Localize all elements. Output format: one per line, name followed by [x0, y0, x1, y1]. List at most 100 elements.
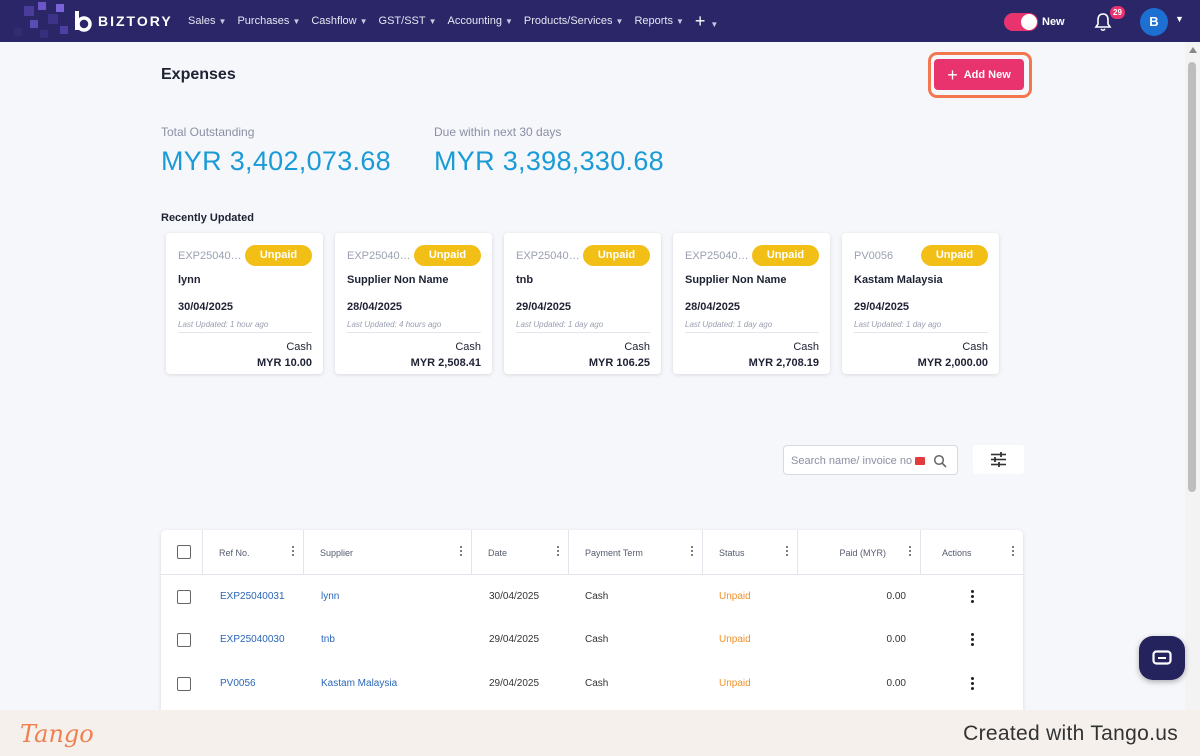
card-ref: EXP25040031 [178, 250, 244, 262]
nav-purchases[interactable]: Purchases ▼ [237, 15, 301, 27]
table-row[interactable]: EXP25040030 tnb 29/04/2025 Cash Unpaid 0… [161, 618, 1023, 662]
brand-logo[interactable]: BIZTORY [72, 9, 173, 33]
recent-card[interactable]: EXP25040030 Unpaid Supplier Non Name 28/… [335, 233, 492, 374]
new-ui-toggle[interactable] [1004, 13, 1038, 31]
card-amount: MYR 10.00 [256, 357, 312, 369]
nav-products-services[interactable]: Products/Services ▼ [523, 15, 624, 27]
table-row[interactable]: PV0056 Kastam Malaysia 29/04/2025 Cash U… [161, 662, 1023, 706]
card-date: 30/04/2025 [178, 301, 234, 313]
recent-card[interactable]: EXP25040029 Unpaid Supplier Non Name 28/… [673, 233, 830, 374]
column-ref-no[interactable]: Ref No. [203, 530, 304, 575]
row-actions-icon[interactable] [971, 590, 974, 603]
chevron-down-icon: ▼ [428, 17, 437, 26]
search-icon[interactable] [933, 454, 947, 468]
keyboard-icon[interactable] [915, 457, 925, 465]
card-divider [516, 332, 650, 333]
status-badge: Unpaid [245, 245, 312, 266]
card-amount: MYR 2,708.19 [748, 357, 819, 369]
filter-button[interactable] [973, 445, 1024, 474]
chevron-down-icon[interactable]: ▼ [1175, 14, 1184, 24]
row-payment-term: Cash [585, 634, 609, 645]
chevron-down-icon: ▼ [218, 17, 227, 26]
card-last-updated: Last Updated: 1 day ago [854, 320, 942, 329]
nav-gst-sst[interactable]: GST/SST ▼ [378, 15, 437, 27]
card-last-updated: Last Updated: 1 hour ago [178, 320, 269, 329]
status-badge: Unpaid [414, 245, 481, 266]
nav-cashflow[interactable]: Cashflow ▼ [311, 15, 368, 27]
sliders-icon [991, 452, 1006, 467]
header-select-cell [161, 530, 203, 575]
scroll-thumb[interactable] [1188, 62, 1196, 492]
row-paid: 0.00 [886, 678, 906, 689]
row-actions-icon[interactable] [971, 677, 974, 690]
card-supplier: Kastam Malaysia [854, 274, 943, 286]
column-menu-icon[interactable] [691, 546, 694, 556]
chevron-down-icon: ▼ [615, 17, 624, 26]
row-paid: 0.00 [886, 591, 906, 602]
row-status: Unpaid [719, 591, 751, 602]
row-supplier-link[interactable]: Kastam Malaysia [321, 678, 398, 689]
nav-reports[interactable]: Reports ▼ [634, 15, 684, 27]
card-ref: EXP25040029 [685, 250, 751, 262]
user-avatar[interactable]: B [1140, 8, 1168, 36]
row-actions-icon[interactable] [971, 633, 974, 646]
column-payment-term[interactable]: Payment Term [569, 530, 703, 575]
nav-accounting[interactable]: Accounting ▼ [447, 15, 513, 27]
plus-icon: + [947, 64, 958, 85]
main-menu: Sales ▼ Purchases ▼ Cashflow ▼ GST/SST ▼ Acc… [188, 0, 729, 42]
column-date[interactable]: Date [472, 530, 569, 575]
table-row[interactable]: EXP25040031 lynn 30/04/2025 Cash Unpaid … [161, 575, 1023, 619]
column-actions[interactable]: Actions [921, 530, 1023, 575]
chevron-down-icon: ▼ [292, 17, 301, 26]
card-last-updated: Last Updated: 1 day ago [685, 320, 773, 329]
search-input[interactable] [791, 452, 915, 469]
row-date: 30/04/2025 [489, 591, 540, 602]
bell-icon[interactable] [1094, 12, 1112, 32]
column-menu-icon[interactable] [460, 546, 463, 556]
row-checkbox[interactable] [177, 677, 191, 691]
chat-icon [1152, 650, 1172, 665]
card-amount: MYR 106.25 [588, 357, 650, 369]
page-title: Expenses [161, 66, 236, 83]
column-paid[interactable]: Paid (MYR) [798, 530, 921, 575]
biztory-logo-icon [75, 11, 92, 32]
table-header: Ref No. Supplier Date Payment Term Statu… [161, 530, 1023, 575]
toggle-label: New [1042, 16, 1065, 28]
column-menu-icon[interactable] [909, 546, 912, 556]
row-supplier-link[interactable]: tnb [321, 634, 335, 645]
column-status[interactable]: Status [703, 530, 798, 575]
scroll-up-arrow-icon[interactable] [1189, 47, 1197, 53]
row-ref-link[interactable]: EXP25040030 [220, 634, 285, 645]
add-new-button[interactable]: + Add New [934, 59, 1024, 90]
recent-card[interactable]: EXP25040031 Unpaid lynn 30/04/2025 Last … [166, 233, 323, 374]
recent-card[interactable]: EXP25040030 Unpaid tnb 29/04/2025 Last U… [504, 233, 661, 374]
select-all-checkbox[interactable] [177, 545, 191, 559]
page-scrollbar[interactable] [1185, 42, 1200, 710]
recent-card[interactable]: PV0056 Unpaid Kastam Malaysia 29/04/2025… [842, 233, 999, 374]
card-divider [685, 332, 819, 333]
column-menu-icon[interactable] [1012, 546, 1015, 556]
row-ref-link[interactable]: PV0056 [220, 678, 256, 689]
nav-sales[interactable]: Sales ▼ [188, 15, 227, 27]
card-last-updated: Last Updated: 4 hours ago [347, 320, 442, 329]
row-checkbox[interactable] [177, 633, 191, 647]
chat-button[interactable] [1139, 636, 1185, 680]
row-date: 29/04/2025 [489, 678, 540, 689]
add-button-highlight [928, 52, 1032, 98]
column-menu-icon[interactable] [786, 546, 789, 556]
row-checkbox[interactable] [177, 590, 191, 604]
row-status: Unpaid [719, 634, 751, 645]
nav-quick-add[interactable]: + ▼ [695, 12, 718, 30]
column-supplier[interactable]: Supplier [304, 530, 472, 575]
card-last-updated: Last Updated: 1 day ago [516, 320, 604, 329]
row-ref-link[interactable]: EXP25040031 [220, 591, 285, 602]
column-menu-icon[interactable] [292, 546, 295, 556]
column-menu-icon[interactable] [557, 546, 560, 556]
card-payment-term: Cash [624, 341, 650, 353]
card-ref: PV0056 [854, 250, 894, 262]
top-nav: BIZTORY Sales ▼ Purchases ▼ Cashflow ▼ GST/… [0, 0, 1200, 42]
row-date: 29/04/2025 [489, 634, 540, 645]
card-payment-term: Cash [962, 341, 988, 353]
card-date: 28/04/2025 [347, 301, 403, 313]
row-supplier-link[interactable]: lynn [321, 591, 340, 602]
